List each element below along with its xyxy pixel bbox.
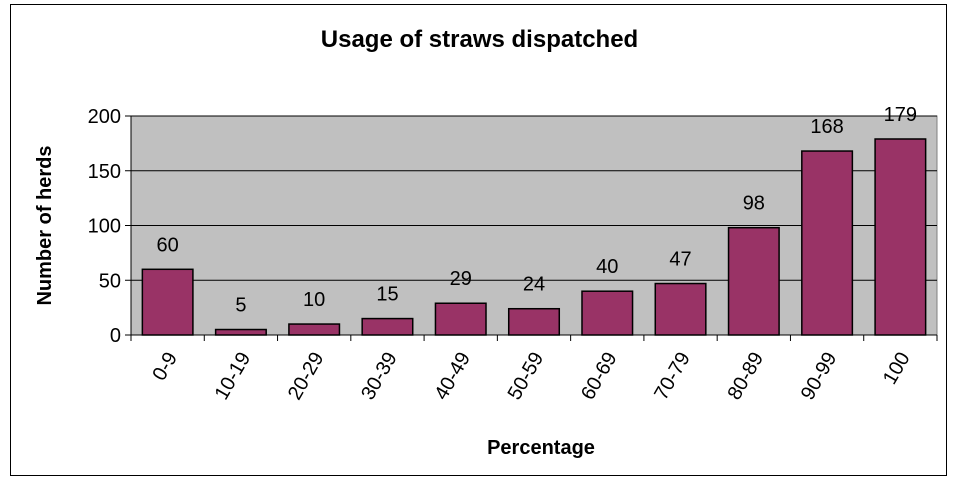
- x-axis-title: Percentage: [487, 437, 595, 459]
- y-axis-title: Number of herds: [34, 145, 56, 305]
- bar: [654, 282, 707, 336]
- bars: [141, 138, 927, 336]
- y-tick-label: 50: [99, 270, 121, 292]
- data-label: 5: [235, 295, 246, 317]
- bar: [288, 323, 341, 336]
- bar: [434, 302, 487, 336]
- data-label: 98: [743, 193, 765, 215]
- bar: [141, 268, 194, 336]
- x-tick-label: 80-89: [724, 349, 769, 404]
- x-tick-label: 0-9: [148, 349, 182, 385]
- bar: [727, 226, 780, 336]
- chart-title: Usage of straws dispatched: [320, 26, 639, 53]
- y-axis: 0 50 100 150 200: [88, 106, 132, 347]
- data-label: 29: [450, 268, 472, 290]
- data-labels: 60 5 10 15 29 24 40 47 98 168 179: [157, 104, 918, 317]
- x-tick-label: 50-59: [504, 349, 549, 404]
- bar: [507, 307, 561, 336]
- bar: [581, 290, 634, 336]
- data-label: 47: [669, 249, 691, 271]
- x-tick-label: 60-69: [577, 349, 622, 404]
- x-tick-label: 90-99: [797, 349, 842, 404]
- data-label: 15: [376, 284, 398, 306]
- data-label: 10: [303, 289, 325, 311]
- x-tick-label: 40-49: [430, 349, 475, 404]
- x-tick-label: 30-39: [357, 349, 402, 404]
- data-label: 168: [810, 116, 843, 138]
- data-label: 24: [523, 274, 545, 296]
- data-label: 179: [884, 104, 917, 126]
- x-tick-label: 100: [879, 349, 915, 389]
- x-tick-label: 20-29: [284, 349, 329, 404]
- bar: [801, 150, 854, 336]
- data-label: 60: [157, 234, 179, 256]
- x-tick-label: 70-79: [650, 349, 695, 404]
- x-axis: 0-9 10-19 20-29 30-39 40-49 50-59 60-69 70-79 80…: [130, 334, 938, 404]
- y-tick-label: 0: [110, 325, 121, 347]
- data-label: 40: [596, 256, 618, 278]
- bar: [874, 138, 927, 336]
- y-tick-label: 200: [88, 106, 121, 128]
- y-tick-label: 150: [88, 161, 121, 183]
- y-tick-label: 100: [88, 216, 121, 238]
- bar: [361, 317, 414, 336]
- bar: [214, 328, 267, 336]
- x-tick-label: 10-19: [211, 349, 256, 404]
